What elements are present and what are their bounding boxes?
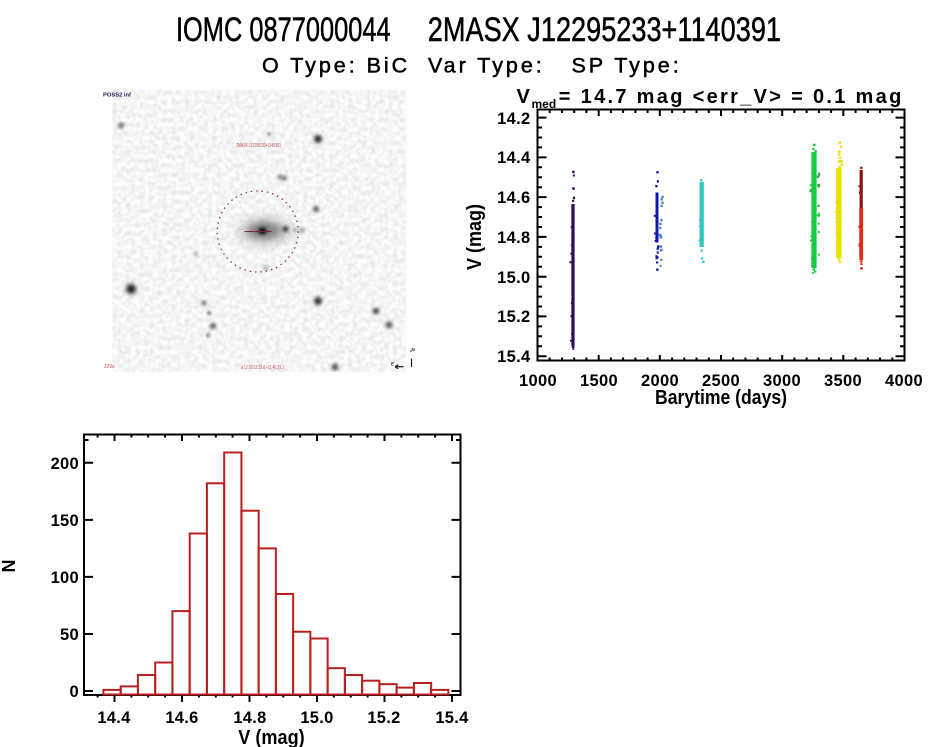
svg-text:0: 0 [70, 683, 79, 701]
svg-text:15.2: 15.2 [497, 308, 530, 326]
svg-text:IOMC 0877000044: IOMC 0877000044 [176, 11, 391, 49]
svg-text:14.2: 14.2 [497, 110, 530, 128]
svg-text:4000: 4000 [885, 372, 923, 390]
svg-text:100: 100 [51, 569, 79, 587]
svg-text:1500: 1500 [580, 372, 618, 390]
svg-text:E: E [391, 362, 394, 367]
svg-text:50: 50 [60, 626, 79, 644]
svg-text:2MASX J12295233+1140391: 2MASX J12295233+1140391 [236, 143, 281, 149]
svg-text:med: med [532, 97, 557, 111]
svg-text:N: N [0, 560, 19, 573]
svg-text:15.4: 15.4 [435, 709, 469, 727]
svg-text:O Type: BiC Var Type: SP Ty: O Type: BiC Var Type: SP Type: [262, 54, 679, 78]
svg-text:Barytime (days): Barytime (days) [655, 387, 787, 409]
svg-text:POSS2 inf: POSS2 inf [103, 93, 131, 99]
svg-text:N: N [412, 347, 415, 352]
svg-text:2500: 2500 [702, 372, 740, 390]
svg-text:3000: 3000 [763, 372, 801, 390]
svg-text:V (mag): V (mag) [464, 204, 486, 270]
svg-text:V (mag): V (mag) [238, 727, 304, 747]
svg-text:14.6: 14.6 [165, 709, 198, 727]
svg-text:3500: 3500 [824, 372, 862, 390]
svg-text:14.8: 14.8 [233, 709, 266, 727]
svg-text:15.4: 15.4 [497, 348, 531, 366]
svg-text:2000: 2000 [641, 372, 679, 390]
svg-text:14.4: 14.4 [97, 709, 131, 727]
svg-text:= 14.7 mag <err_V> = 0.1 mag: = 14.7 mag <err_V> = 0.1 mag [559, 86, 902, 108]
svg-text:15.0: 15.0 [497, 269, 530, 287]
svg-text:J29s: J29s [104, 364, 115, 370]
svg-text:V: V [517, 86, 531, 108]
svg-text:2MASX J12295233+1140391: 2MASX J12295233+1140391 [428, 11, 781, 49]
svg-text:15.2: 15.2 [367, 709, 400, 727]
svg-text:14.8: 14.8 [497, 229, 530, 247]
svg-text:a 12 29 52.33 d +11 40 39.1: a 12 29 52.33 d +11 40 39.1 [241, 365, 284, 371]
svg-text:14.6: 14.6 [497, 189, 530, 207]
svg-text:1000: 1000 [519, 372, 557, 390]
svg-text:14.4: 14.4 [497, 149, 531, 167]
svg-text:15.0: 15.0 [300, 709, 333, 727]
svg-text:200: 200 [51, 455, 79, 473]
svg-text:150: 150 [51, 512, 79, 530]
